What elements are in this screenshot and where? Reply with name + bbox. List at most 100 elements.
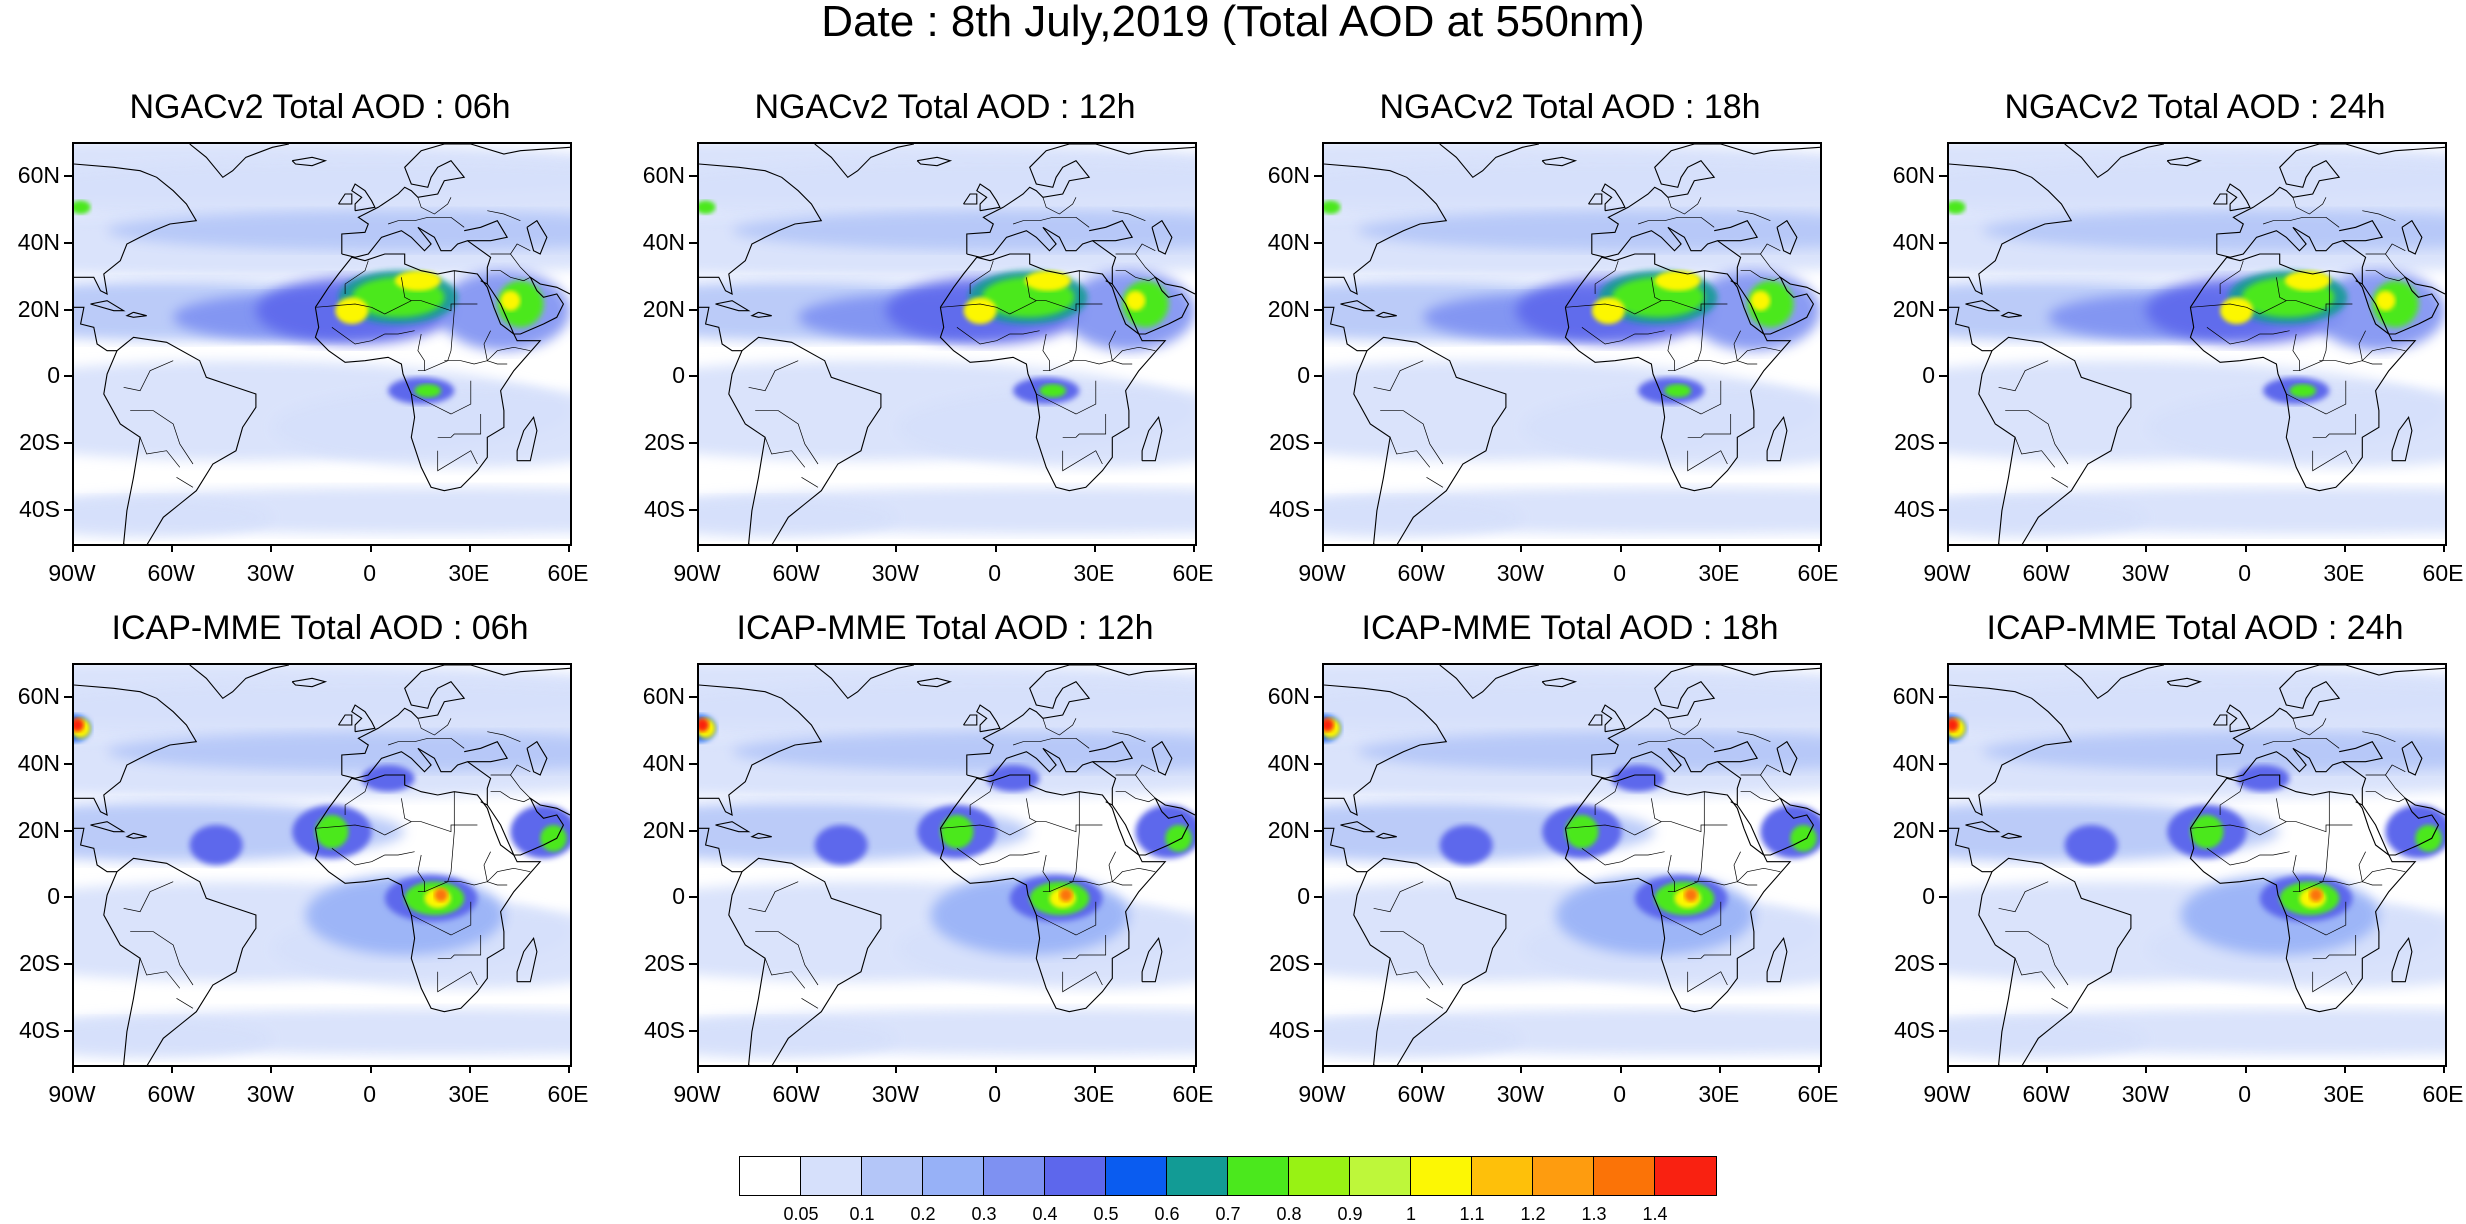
country-border [2319, 360, 2383, 365]
aod-field [1357, 210, 1820, 251]
country-border [1737, 210, 1771, 222]
country-border [417, 718, 452, 736]
lon-tick [1421, 544, 1424, 552]
lon-tick [2443, 544, 2445, 552]
country-border [1042, 270, 1080, 372]
coastline [728, 857, 882, 1065]
lat-tick-label: 60N [642, 162, 685, 189]
aod-field [1439, 825, 1493, 865]
country-border [176, 477, 194, 488]
aod-field [414, 384, 441, 398]
map-frame [1322, 142, 1822, 546]
lat-tick [689, 175, 697, 178]
country-border [1373, 881, 1424, 913]
country-border [2365, 270, 2406, 282]
lon-tick-label: 90W [673, 560, 721, 586]
aod-field [2284, 270, 2331, 291]
colorbar-swatch [1228, 1157, 1289, 1195]
lon-tick-label: 60E [1797, 1081, 1839, 1107]
country-border [1135, 253, 1156, 278]
country-border [130, 410, 194, 465]
colorbar-swatch [862, 1157, 923, 1195]
aod-field [963, 297, 997, 324]
country-border [1026, 277, 1037, 302]
country-border [2276, 277, 2287, 302]
coastline [2213, 193, 2228, 205]
coastline [2391, 937, 2413, 983]
country-border [1581, 327, 1665, 345]
lon-tick [1718, 1065, 1721, 1073]
country-border [1042, 333, 1050, 371]
lat-tick [64, 763, 72, 765]
colorbar-swatch [984, 1157, 1045, 1195]
aod-field [1949, 200, 1966, 214]
colorbar-label: 1.1 [1459, 1204, 1485, 1224]
lon-tick [994, 1065, 997, 1073]
aod-field [1324, 497, 1523, 538]
country-border [315, 821, 478, 836]
country-border [2219, 260, 2244, 294]
lon-tick-label: 60W [2022, 1081, 2070, 1107]
country-border [2312, 935, 2357, 959]
lat-tick [64, 1029, 72, 1032]
coastline [1541, 156, 1578, 167]
coastline [2216, 226, 2367, 285]
coastline [2391, 416, 2413, 462]
country-border [1667, 718, 1702, 736]
aod-field [1165, 825, 1192, 852]
coastline [1324, 163, 1448, 295]
coastline [699, 827, 742, 873]
coastline [1375, 311, 1397, 318]
lat-tick-label: 40S [19, 495, 60, 522]
country-border [2262, 737, 2340, 749]
lon-tick-label: 30E [2323, 1081, 2365, 1107]
lon-tick [1193, 544, 1195, 552]
coastline [1714, 741, 1759, 763]
coastline [351, 183, 376, 212]
lon-tick-label: 60W [772, 560, 820, 586]
coastline [1965, 300, 2001, 312]
colorbar-swatch [1167, 1157, 1228, 1195]
country-border [417, 791, 455, 893]
aod-field [335, 297, 369, 324]
coastline [1766, 416, 1788, 462]
coastline [1714, 220, 1759, 242]
aod-field [74, 681, 570, 749]
coastline [1591, 747, 1742, 806]
coastline [1089, 220, 1134, 242]
lat-tick-label: 0 [47, 883, 60, 910]
lat-tick [64, 829, 72, 832]
lon-tick [72, 1065, 74, 1073]
lat-tick [1939, 1029, 1947, 1032]
aod-field [2415, 825, 2442, 852]
lon-tick-label: 30W [1496, 1081, 1545, 1107]
coastline [1591, 144, 1820, 254]
lat-tick [1314, 375, 1322, 378]
coastline [2000, 832, 2022, 839]
country-border [2312, 414, 2357, 438]
colorbar [739, 1156, 1717, 1196]
lon-tick-label: 0 [363, 560, 376, 586]
country-border [755, 410, 819, 465]
lon-tick-label: 90W [48, 1081, 96, 1107]
coastline [314, 774, 542, 1013]
lat-tick-label: 60N [17, 683, 60, 710]
aod-field [2289, 384, 2316, 398]
map-frame [697, 663, 1197, 1067]
country-border [1373, 360, 1424, 392]
coastline [1588, 714, 1603, 726]
aod-field [1684, 888, 1698, 902]
coastline [1601, 183, 1626, 212]
colorbar-label: 1.4 [1642, 1204, 1668, 1224]
lat-tick [1939, 963, 1947, 965]
coastline [1978, 336, 2132, 544]
coastline [125, 311, 147, 318]
lat-tick-label: 60N [1267, 162, 1310, 189]
colorbar-swatch [1594, 1157, 1655, 1195]
lat-tick-label: 20S [644, 429, 685, 455]
lon-tick [568, 544, 570, 552]
lon-tick-label: 90W [673, 1081, 721, 1107]
lat-tick [1314, 896, 1322, 899]
coastline [103, 336, 257, 544]
lat-tick-label: 40N [17, 229, 60, 255]
